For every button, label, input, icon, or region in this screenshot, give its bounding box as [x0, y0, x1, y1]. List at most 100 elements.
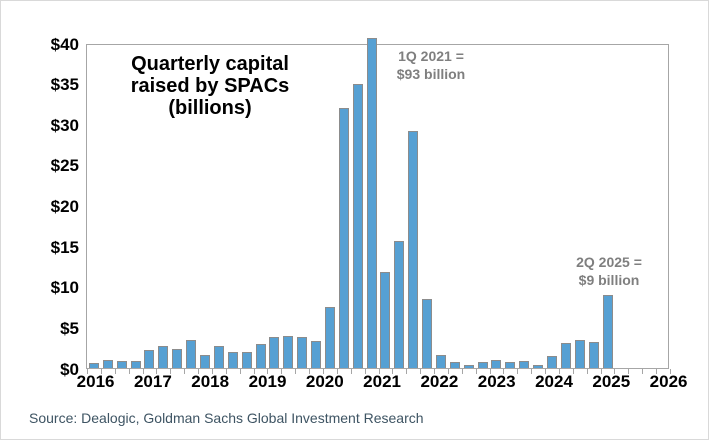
x-axis-quarter-tick [572, 369, 574, 374]
x-axis-quarter-tick [350, 369, 352, 374]
x-tick-label-2022: 2022 [420, 372, 459, 391]
x-axis-quarter-tick [503, 369, 505, 374]
x-tick-label-2019: 2019 [248, 372, 287, 391]
bar-4q-2022 [463, 364, 474, 368]
chart-title: Quarterly capital raised by SPACs (billi… [101, 53, 319, 119]
chart-title-line3: (billions) [168, 97, 252, 119]
bar-4q-2021 [408, 130, 419, 368]
x-axis-quarter-tick [322, 369, 324, 374]
bar-3q-2017 [172, 349, 183, 368]
x-axis-quarter-tick [239, 369, 241, 374]
x-axis-quarter-tick [156, 369, 158, 374]
x-axis-quarter-tick [670, 369, 671, 374]
y-tick-label-10: $10 [50, 278, 79, 298]
bar-2q-2022 [435, 355, 446, 368]
bar-1q-2023 [477, 361, 488, 368]
x-axis-quarter-tick [364, 369, 366, 374]
bar-3q-2024 [560, 342, 571, 368]
bar-4q-2018 [241, 351, 252, 368]
bar-2q-2024 [547, 355, 557, 368]
bar-3q-2020 [338, 108, 349, 368]
x-axis-quarter-tick [489, 369, 491, 374]
annotation-1q-2021: 1Q 2021 = $93 billion [369, 47, 493, 83]
bar-2q-2025 [602, 294, 613, 368]
x-axis-quarter-tick [392, 369, 394, 374]
x-tick-label-2020: 2020 [305, 372, 344, 391]
annotation-1q-2021-line1: 1Q 2021 = [398, 48, 464, 64]
chart-title-line1: Quarterly capital [131, 53, 289, 75]
x-axis-quarter-tick [614, 369, 616, 374]
x-axis-quarter-tick [170, 369, 172, 374]
x-axis-quarter-tick [281, 369, 283, 374]
x-tick-label-2024: 2024 [535, 372, 573, 391]
y-tick-label-0: $0 [60, 359, 79, 379]
x-axis-quarter-tick [267, 369, 269, 374]
plot-area [86, 38, 671, 374]
bar-2q-2020 [324, 307, 335, 368]
annotation-2q-2025: 2Q 2025 = $9 billion [547, 253, 671, 289]
x-axis-quarter-tick [461, 369, 463, 374]
bar-2q-2016 [102, 359, 113, 368]
y-tick-label-40: $40 [50, 34, 79, 54]
x-axis-quarter-tick [558, 369, 560, 374]
x-axis-quarter-tick [545, 369, 547, 374]
x-tick-label-2018: 2018 [191, 372, 230, 391]
x-tick-label-2016: 2016 [76, 372, 115, 391]
x-axis-quarter-tick [600, 369, 602, 374]
bar-4q-2019 [297, 337, 308, 368]
y-tick-label-25: $25 [50, 156, 79, 176]
x-axis-quarter-tick [406, 369, 408, 374]
x-tick-label-2025: 2025 [592, 372, 631, 391]
x-axis-quarter-tick [211, 369, 213, 374]
x-axis-quarter-tick [475, 369, 477, 374]
x-axis-quarter-tick [434, 369, 436, 374]
bar-4q-2024 [574, 339, 585, 368]
bar-1q-2024 [533, 364, 544, 368]
bar-4q-2017 [186, 339, 197, 368]
x-axis-quarter-tick [295, 369, 297, 374]
source-text: Source: Dealogic, Goldman Sachs Global I… [29, 410, 424, 426]
annotation-2q-2025-line1: 2Q 2025 = [576, 254, 642, 270]
x-axis-quarter-tick [198, 369, 200, 374]
x-axis-quarter-tick [309, 369, 311, 374]
bar-3q-2019 [283, 336, 294, 368]
x-axis-quarter-tick [100, 369, 102, 374]
x-axis-quarter-tick [128, 369, 130, 374]
bar-4q-2020 [352, 83, 363, 368]
x-axis-quarter-tick [378, 369, 380, 374]
y-tick-label-30: $30 [50, 115, 79, 135]
x-tick-label-2026: 2026 [649, 372, 688, 391]
y-tick-label-5: $5 [60, 318, 79, 338]
x-axis-quarter-tick [114, 369, 116, 374]
bar-4q-2023 [519, 360, 530, 368]
chart-title-line2: raised by SPACs [130, 75, 290, 97]
bar-4q-2016 [130, 360, 141, 368]
x-axis-quarter-tick [184, 369, 186, 374]
annotation-2q-2025-line2: $9 billion [578, 272, 640, 288]
y-tick-label-35: $35 [50, 75, 79, 95]
x-axis-quarter-tick [656, 369, 658, 374]
bar-3q-2021 [394, 241, 405, 368]
bar-1q-2017 [144, 350, 155, 368]
x-tick-label-2021: 2021 [363, 372, 401, 391]
bar-1q-2025 [588, 342, 599, 368]
x-axis-quarter-tick [642, 369, 644, 374]
x-axis-quarter-tick [336, 369, 338, 374]
bar-1q-2019 [255, 343, 266, 368]
x-axis-quarter-tick [628, 369, 630, 374]
x-axis-quarter-tick [225, 369, 227, 374]
bar-1q-2016 [88, 363, 99, 368]
bar-3q-2016 [116, 360, 127, 368]
x-axis-quarter-tick [87, 369, 88, 374]
annotation-1q-2021-line2: $93 billion [396, 66, 466, 82]
bar-2q-2017 [158, 346, 169, 368]
bar-2q-2019 [269, 337, 280, 368]
bar-2q-2023 [491, 359, 502, 368]
y-tick-label-20: $20 [50, 197, 79, 216]
x-tick-label-2023: 2023 [477, 372, 516, 391]
x-axis-quarter-tick [586, 369, 588, 374]
bar-3q-2023 [505, 361, 516, 368]
x-axis-quarter-tick [420, 369, 422, 374]
